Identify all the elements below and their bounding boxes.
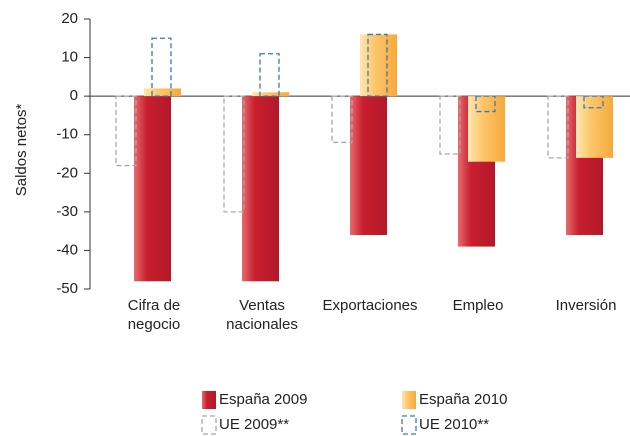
bar <box>475 95 496 113</box>
legend-label: España 2010 <box>419 391 507 408</box>
legend-swatch <box>402 391 416 409</box>
y-tick-label: -50 <box>56 280 78 297</box>
y-tick-label: -20 <box>56 164 78 181</box>
legend-label: España 2009 <box>219 391 307 408</box>
bar <box>259 53 280 97</box>
y-tick-label: -10 <box>56 126 78 143</box>
bar <box>252 92 289 97</box>
bar <box>134 96 171 282</box>
legend-swatch <box>201 415 217 435</box>
y-axis-label: Saldos netos* <box>13 104 30 197</box>
bar <box>151 37 172 97</box>
x-tick-label: Ventas nacionales <box>226 297 298 333</box>
x-tick-label: Inversión <box>556 297 617 314</box>
bar <box>331 95 353 144</box>
bar <box>242 96 279 282</box>
y-tick-label: 10 <box>61 49 78 66</box>
x-tick-label: Empleo <box>453 297 504 314</box>
bar <box>547 95 569 159</box>
x-tick-label: Exportaciones <box>322 297 417 314</box>
y-tick-label: 0 <box>70 87 78 104</box>
bar <box>360 34 397 97</box>
bar <box>439 95 461 155</box>
legend-swatch <box>202 391 216 409</box>
legend-label: UE 2010** <box>419 416 489 433</box>
bar <box>583 95 604 109</box>
bar <box>115 95 137 167</box>
bar <box>576 96 613 158</box>
legend-label: UE 2009** <box>219 416 289 433</box>
y-tick-label: 20 <box>61 10 78 27</box>
legend-swatch <box>401 415 417 435</box>
x-tick-label: Cifra de negocio <box>128 297 181 333</box>
bar <box>367 33 388 97</box>
y-tick-label: -40 <box>56 241 78 258</box>
bar <box>223 95 245 213</box>
bar <box>144 88 181 97</box>
bar <box>350 96 387 236</box>
bar <box>468 96 505 162</box>
y-tick-label: -30 <box>56 203 78 220</box>
